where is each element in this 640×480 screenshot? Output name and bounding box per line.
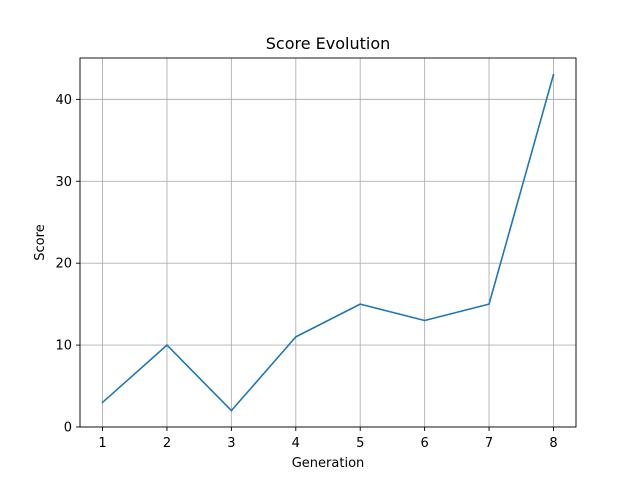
- x-axis: 1 2 3 4 5 6 7 8: [98, 427, 558, 451]
- data-point: [359, 303, 362, 305]
- data-point: [552, 73, 555, 76]
- y-tick-label: 30: [55, 175, 72, 190]
- x-tick-label: 2: [163, 436, 171, 451]
- x-tick-label: 8: [549, 436, 557, 451]
- x-tick-label: 7: [485, 436, 493, 451]
- x-tick-label: 5: [356, 436, 364, 451]
- y-tick-label: 0: [64, 421, 72, 436]
- x-tick-label: 1: [98, 436, 106, 451]
- plot-area: [80, 58, 576, 427]
- plot-frame: [79, 57, 577, 428]
- y-axis-label: Score: [33, 224, 48, 260]
- data-point: [294, 336, 297, 338]
- chart-title: Score Evolution: [266, 34, 391, 53]
- data-point: [101, 401, 104, 404]
- y-axis: 0 10 20 30 40: [55, 93, 80, 436]
- data-point: [166, 344, 168, 346]
- y-tick-label: 40: [55, 93, 72, 108]
- y-tick-label: 20: [55, 257, 72, 272]
- series-line: [101, 73, 555, 412]
- x-tick-label: 6: [420, 436, 428, 451]
- x-axis-label: Generation: [292, 456, 365, 471]
- series-group: [101, 73, 555, 412]
- data-point: [488, 303, 490, 305]
- x-tick-label: 4: [292, 436, 300, 451]
- x-tick-label: 3: [227, 436, 235, 451]
- data-point: [230, 409, 233, 412]
- y-tick-label: 10: [55, 339, 72, 354]
- data-point: [423, 319, 426, 322]
